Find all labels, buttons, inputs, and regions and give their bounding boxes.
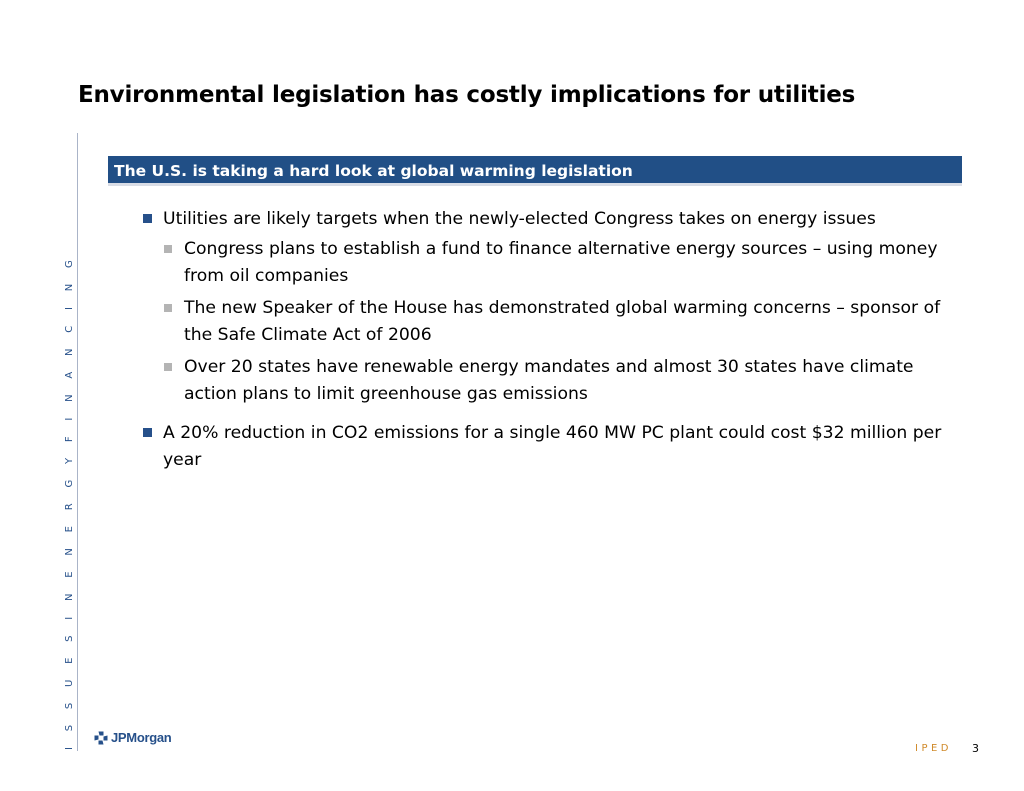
- small-square-bullet-icon: [164, 363, 172, 371]
- octagon-logo-icon: [94, 731, 108, 744]
- sub-bullet-list: Congress plans to establish a fund to fi…: [142, 236, 952, 408]
- slide-title: Environmental legislation has costly imp…: [78, 82, 856, 108]
- sub-bullet-item: Over 20 states have renewable energy man…: [163, 354, 952, 408]
- bullet-item: A 20% reduction in CO2 emissions for a s…: [142, 420, 952, 474]
- left-vertical-rule: [77, 133, 78, 751]
- bullet-list: Utilities are likely targets when the ne…: [142, 206, 952, 480]
- sub-bullet-item: Congress plans to establish a fund to fi…: [163, 236, 952, 290]
- section-header-text: The U.S. is taking a hard look at global…: [114, 162, 633, 180]
- side-series-label: I S S U E S I N E N E R G Y F I N A N C …: [64, 253, 75, 750]
- small-square-bullet-icon: [164, 304, 172, 312]
- jpmorgan-logo: JPMorgan: [94, 730, 172, 745]
- bullet-text: Utilities are likely targets when the ne…: [163, 209, 876, 229]
- square-bullet-icon: [143, 214, 152, 223]
- section-header-bar: The U.S. is taking a hard look at global…: [108, 156, 962, 186]
- bullet-text: A 20% reduction in CO2 emissions for a s…: [163, 423, 942, 470]
- small-square-bullet-icon: [164, 245, 172, 253]
- sub-bullet-text: The new Speaker of the House has demonst…: [184, 298, 941, 345]
- logo-text: JPMorgan: [111, 730, 172, 745]
- sub-bullet-text: Over 20 states have renewable energy man…: [184, 357, 914, 404]
- sub-bullet-item: The new Speaker of the House has demonst…: [163, 295, 952, 349]
- square-bullet-icon: [143, 428, 152, 437]
- bullet-item: Utilities are likely targets when the ne…: [142, 206, 952, 233]
- footer-tag: IPED: [915, 743, 952, 754]
- sub-bullet-text: Congress plans to establish a fund to fi…: [184, 239, 938, 286]
- page-number: 3: [972, 742, 979, 755]
